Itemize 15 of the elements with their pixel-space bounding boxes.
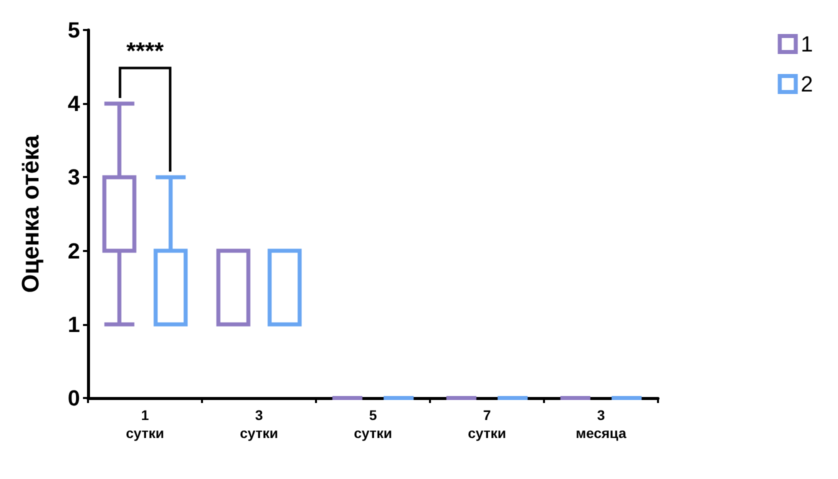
y-tick-label: 5 bbox=[68, 18, 80, 42]
y-axis-title: Оценка отёка bbox=[18, 134, 44, 293]
y-tick-label: 4 bbox=[68, 91, 81, 116]
x-tick-label: 7 сутки bbox=[468, 407, 506, 441]
x-tick-label: 5 сутки bbox=[354, 407, 392, 441]
annotation: **** bbox=[126, 38, 164, 66]
y-tick-label: 1 bbox=[68, 312, 80, 337]
x-tick-label: 3 месяца bbox=[576, 407, 626, 441]
y-tick-label: 0 bbox=[68, 386, 80, 410]
x-tick-label: 3 сутки bbox=[240, 407, 278, 441]
y-tick-label: 3 bbox=[68, 164, 80, 190]
legend-label: 2 bbox=[800, 72, 814, 96]
x-tick-label: 1 сутки bbox=[126, 407, 164, 441]
y-tick-label: 2 bbox=[68, 238, 80, 264]
legend-label: 1 bbox=[800, 32, 814, 56]
